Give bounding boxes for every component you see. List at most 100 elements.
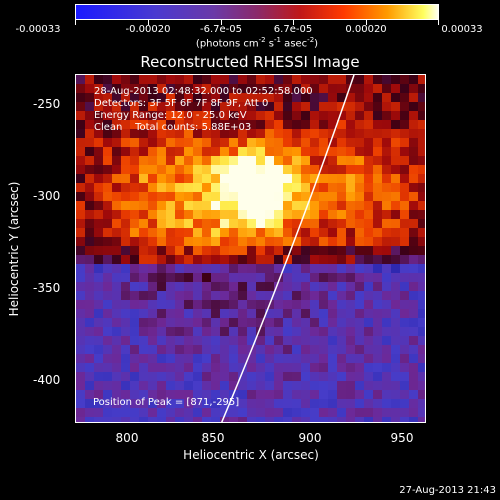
image-pixel <box>166 309 176 319</box>
image-pixel <box>337 282 347 292</box>
x-tick-label: 850 <box>201 431 225 445</box>
image-pixel <box>229 381 239 391</box>
image-pixel <box>166 282 176 292</box>
image-pixel <box>184 408 194 418</box>
image-pixel <box>292 75 302 85</box>
image-pixel <box>274 210 284 220</box>
image-pixel <box>373 291 383 301</box>
image-pixel <box>211 201 221 211</box>
image-pixel <box>175 183 185 193</box>
image-pixel <box>274 120 284 130</box>
image-pixel <box>400 201 410 211</box>
image-pixel <box>274 408 284 418</box>
image-pixel <box>364 210 374 220</box>
image-pixel <box>166 111 176 121</box>
image-pixel <box>211 111 221 121</box>
image-pixel <box>229 219 239 229</box>
image-pixel <box>247 120 257 130</box>
image-pixel <box>247 246 257 256</box>
image-pixel <box>175 282 185 292</box>
image-pixel <box>211 138 221 148</box>
image-pixel <box>130 417 140 422</box>
image-pixel <box>175 354 185 364</box>
image-pixel <box>193 102 203 112</box>
image-pixel <box>139 147 149 157</box>
image-pixel <box>121 300 131 310</box>
image-pixel <box>112 336 122 346</box>
image-pixel <box>328 291 338 301</box>
image-pixel <box>184 282 194 292</box>
image-pixel <box>193 363 203 373</box>
image-pixel <box>355 300 365 310</box>
image-pixel <box>238 399 248 409</box>
image-pixel <box>328 147 338 157</box>
image-pixel <box>364 147 374 157</box>
image-pixel <box>274 327 284 337</box>
image-pixel <box>346 255 356 265</box>
image-pixel <box>310 300 320 310</box>
image-pixel <box>274 264 284 274</box>
image-pixel <box>211 75 221 85</box>
image-pixel <box>409 363 419 373</box>
image-pixel <box>148 147 158 157</box>
image-pixel <box>103 147 113 157</box>
image-pixel <box>175 75 185 85</box>
image-pixel <box>112 354 122 364</box>
image-pixel <box>148 363 158 373</box>
image-pixel <box>121 210 131 220</box>
image-pixel <box>391 147 401 157</box>
image-pixel <box>283 138 293 148</box>
image-pixel <box>139 156 149 166</box>
colorbar-units: (photons cm-2 s-1 asec-2) <box>195 36 319 50</box>
image-pixel <box>220 291 230 301</box>
image-pixel <box>103 363 113 373</box>
image-pixel <box>166 264 176 274</box>
image-pixel <box>229 246 239 256</box>
image-pixel <box>292 129 302 139</box>
image-pixel <box>238 291 248 301</box>
image-pixel <box>364 408 374 418</box>
image-pixel <box>193 219 203 229</box>
image-pixel <box>328 102 338 112</box>
image-pixel <box>373 156 383 166</box>
image-pixel <box>247 372 257 382</box>
image-pixel <box>121 336 131 346</box>
image-pixel <box>76 201 86 211</box>
image-pixel <box>400 156 410 166</box>
image-pixel <box>364 156 374 166</box>
image-pixel <box>175 84 185 94</box>
image-pixel <box>328 309 338 319</box>
image-pixel <box>103 381 113 391</box>
image-pixel <box>274 237 284 247</box>
image-pixel <box>382 372 392 382</box>
image-pixel <box>229 255 239 265</box>
image-pixel <box>319 408 329 418</box>
image-pixel <box>103 228 113 238</box>
image-pixel <box>211 291 221 301</box>
image-pixel <box>292 264 302 274</box>
image-pixel <box>274 174 284 184</box>
image-pixel <box>391 129 401 139</box>
image-pixel <box>292 237 302 247</box>
image-pixel <box>112 327 122 337</box>
image-pixel <box>193 147 203 157</box>
image-pixel <box>337 165 347 175</box>
image-pixel <box>418 156 425 166</box>
image-pixel <box>328 75 338 85</box>
image-pixel <box>274 147 284 157</box>
rhessi-image <box>75 74 426 423</box>
image-pixel <box>175 192 185 202</box>
image-pixel <box>265 246 275 256</box>
image-pixel <box>112 381 122 391</box>
image-pixel <box>409 111 419 121</box>
image-pixel <box>94 345 104 355</box>
image-pixel <box>157 282 167 292</box>
image-pixel <box>256 300 266 310</box>
image-pixel <box>292 138 302 148</box>
image-pixel <box>121 381 131 391</box>
image-pixel <box>76 282 86 292</box>
image-pixel <box>202 102 212 112</box>
image-pixel <box>202 309 212 319</box>
image-pixel <box>364 381 374 391</box>
image-pixel <box>418 147 425 157</box>
